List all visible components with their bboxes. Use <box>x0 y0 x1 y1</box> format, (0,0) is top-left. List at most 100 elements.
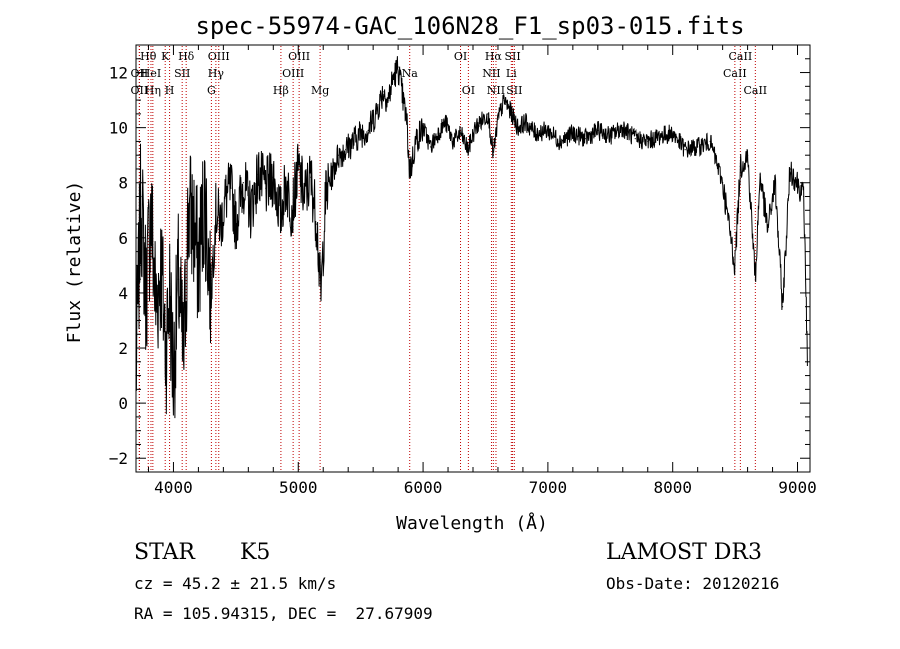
spectral-line-label: Hη <box>145 84 161 97</box>
spectrum-anchor-point <box>697 146 699 148</box>
spectral-line-label: Hθ <box>140 50 157 63</box>
spectrum-anchor-point <box>414 140 417 143</box>
spectral-line-label: Na <box>402 67 419 80</box>
spectrum-anchor-point <box>759 173 761 176</box>
spectrum-anchor-point <box>634 138 636 140</box>
spectrum-anchor-point <box>503 99 505 101</box>
spectrum-anchor-point <box>492 154 494 156</box>
spectral-line-label: OIII <box>208 50 230 63</box>
spectral-line-label: CaII <box>743 84 767 97</box>
spectrum-anchor-point <box>422 127 424 129</box>
spectrum-anchor-point <box>482 118 484 120</box>
spectrum-anchor-point <box>197 264 200 266</box>
spectral-line-label: G <box>207 84 216 97</box>
spectrum-anchor-point <box>272 176 274 178</box>
spectrum-anchor-point <box>796 182 799 184</box>
spectrum-anchor-point <box>517 127 519 129</box>
spectrum-anchor-point <box>172 374 175 377</box>
spectrum-anchor-point <box>320 297 322 300</box>
spectrum-anchor-point <box>659 135 661 137</box>
spectrum-anchor-point <box>734 264 736 266</box>
spectrum-anchor-point <box>406 121 408 123</box>
spectral-line-label: NII <box>487 84 505 97</box>
spectral-line-label: OII <box>131 67 149 80</box>
spectrum-anchor-point <box>182 361 185 363</box>
spectral-line-label: SII <box>506 84 522 97</box>
spectrum-anchor-point <box>722 182 724 184</box>
spectrum-anchor-point <box>230 187 232 189</box>
spectrum-anchor-point <box>150 209 152 211</box>
spectrum-anchor-point <box>452 140 454 143</box>
spectral-line-label: K <box>161 50 170 63</box>
object-class: STAR <box>134 540 195 565</box>
spectrum-anchor-point <box>160 264 162 266</box>
spectrum-anchor-point <box>803 195 805 198</box>
spectrum-anchor-point <box>709 140 711 143</box>
chart-title: spec-55974-GAC_106N28_F1_sp03-015.fits <box>195 12 744 40</box>
axes: 4000 5000 6000 7000 8000 9000 −2 0 2 4 6 8 10 12 <box>109 45 817 497</box>
spectrum-anchor-point <box>444 121 447 123</box>
spectrum-anchor-point <box>187 209 190 211</box>
x-tick-label: 5000 <box>279 478 318 497</box>
spectrum-anchor-point <box>169 292 171 294</box>
spectrum-anchor-point <box>242 182 244 184</box>
spectrum-anchor-point <box>467 149 469 151</box>
spectrum-anchor-point <box>337 154 339 156</box>
spectrum-anchor-point <box>509 110 512 112</box>
spectrum-anchor-point <box>382 91 384 93</box>
spectrum-anchor-point <box>360 132 362 134</box>
spectral-line-label: Hβ <box>273 84 289 97</box>
spectrum-anchor-point <box>250 209 252 211</box>
spectrum-anchor-point <box>140 195 142 198</box>
spectrum-anchor-point <box>559 140 561 143</box>
spectrum-anchor-point <box>647 140 649 143</box>
spectrum-series <box>135 56 809 419</box>
spectrum-anchor-point <box>204 195 206 198</box>
y-tick-label: 12 <box>109 64 128 83</box>
y-tick-label: 0 <box>118 394 128 413</box>
spectral-line-label: OI <box>454 50 467 63</box>
spectral-line-label: OI <box>462 84 475 97</box>
spectral-lines-layer <box>138 46 756 471</box>
spectrum-anchor-point <box>225 195 227 198</box>
spectral-line-label: OIII <box>282 67 304 80</box>
spectrum-anchor-point <box>352 140 354 143</box>
spectrum-anchor-point <box>534 132 537 134</box>
spectrum-anchor-point <box>215 209 217 211</box>
spectral-line-label: Hγ <box>208 67 225 80</box>
spectral-line-label: SII <box>504 50 520 63</box>
spectral-line-label: Hδ <box>178 50 195 63</box>
spectrum-anchor-point <box>402 99 404 101</box>
spectrum-anchor-point <box>325 195 327 198</box>
y-tick-label: 4 <box>118 284 128 303</box>
spectrum-anchor-point <box>331 173 333 176</box>
spectrum-anchor-point <box>474 127 477 129</box>
spectrum-anchor-point <box>806 361 809 363</box>
y-tick-label: 2 <box>118 339 128 358</box>
redshift-velocity: cz = 45.2 ± 21.5 km/s <box>134 574 337 593</box>
spectrum-anchor-point <box>408 168 410 170</box>
spectrum-anchor-point <box>165 347 167 349</box>
spectrum-anchor-point <box>397 66 399 68</box>
spectrum-anchor-point <box>392 77 394 79</box>
spectrum-anchor-point <box>609 135 611 137</box>
spectrum-anchor-point <box>766 228 769 231</box>
spectrum-anchor-point <box>746 154 749 156</box>
spectrum-anchor-point <box>220 223 222 225</box>
spectrum-anchor-point <box>754 278 756 280</box>
spectrum-anchor-point <box>774 182 776 184</box>
y-axis-label: Flux (relative) <box>64 181 85 344</box>
x-tick-label: 9000 <box>778 478 817 497</box>
spectrum-anchor-point <box>235 223 237 225</box>
spectrum-anchor-point <box>487 113 489 115</box>
spectrum-anchor-point <box>497 118 499 120</box>
spectrum-anchor-point <box>572 132 574 134</box>
spectral-line-label: Hα <box>485 50 503 63</box>
spectrum-anchor-point <box>429 146 432 148</box>
spectrum-anchor-point <box>345 149 347 151</box>
y-tick-label: 6 <box>118 229 128 248</box>
survey-name: LAMOST DR3 <box>606 540 762 565</box>
spectrum-anchor-point <box>257 173 259 176</box>
